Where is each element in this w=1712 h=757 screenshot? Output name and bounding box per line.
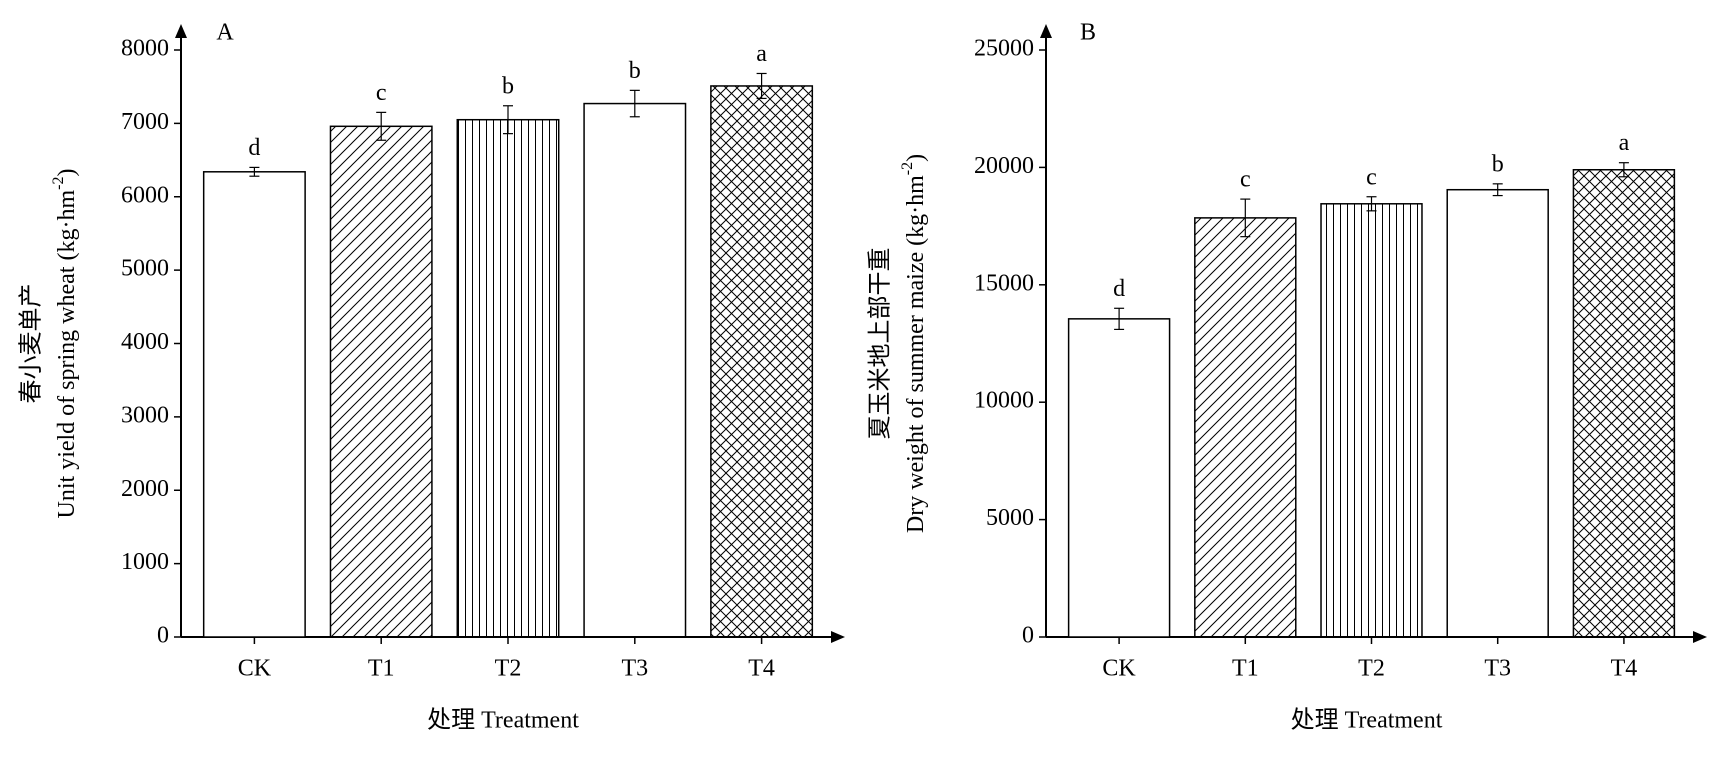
significance-letter: b	[629, 58, 641, 84]
error-bar	[1114, 307, 1125, 331]
y-tick-label: 2000	[121, 476, 169, 502]
significance-letter: b	[1492, 151, 1504, 177]
error-bar	[249, 166, 260, 177]
y-tick-label: 3000	[121, 402, 169, 428]
x-tick-label: T4	[1611, 656, 1638, 682]
error-bar	[1618, 162, 1629, 178]
y-tick-label: 4000	[121, 329, 169, 355]
y-tick-label: 0	[157, 623, 169, 649]
error-bar	[756, 72, 767, 100]
y-axis-arrow	[1040, 24, 1052, 38]
y-axis-title-en: Unit yield of spring wheat (kg·hm-2)	[50, 169, 80, 519]
x-axis-title: 处理 Treatment	[427, 707, 579, 734]
y-axis-title-end: )	[903, 154, 929, 162]
x-tick-label: CK	[238, 656, 272, 682]
x-tick-label: T3	[621, 656, 648, 682]
y-tick-label: 0	[1022, 623, 1034, 649]
x-tick-label: T2	[1358, 656, 1385, 682]
y-tick-label: 5000	[121, 256, 169, 282]
y-axis-title-text: Dry weight of summer maize (kg·hm	[903, 175, 929, 533]
bar	[1194, 217, 1297, 638]
y-tick-label: 5000	[986, 505, 1034, 531]
x-tick-label: T3	[1484, 656, 1511, 682]
bar	[1320, 203, 1423, 638]
y-tick-label: 1000	[121, 549, 169, 575]
bar	[1067, 318, 1171, 638]
error-bar	[629, 89, 640, 118]
error-bar	[1240, 198, 1251, 238]
x-axis-arrow	[1693, 631, 1707, 643]
y-tick-label: 20000	[974, 153, 1034, 179]
bar	[710, 85, 814, 638]
panel-label: A	[216, 20, 234, 46]
y-axis-title-cn: 夏玉米地上部干重	[867, 248, 894, 440]
x-axis-arrow	[831, 631, 845, 643]
error-bar	[1492, 183, 1503, 197]
significance-letter: a	[1619, 130, 1630, 156]
y-tick-label: 8000	[121, 36, 169, 62]
y-tick-label: 7000	[121, 109, 169, 135]
y-tick-label: 10000	[974, 388, 1034, 414]
error-bar	[1366, 196, 1377, 212]
y-tick-label: 6000	[121, 182, 169, 208]
error-bar	[503, 105, 513, 135]
significance-letter: b	[502, 73, 514, 99]
y-axis-title-en: Dry weight of summer maize (kg·hm-2)	[899, 154, 929, 533]
y-axis-arrow	[175, 24, 187, 38]
significance-letter: d	[1113, 276, 1125, 302]
x-tick-label: T1	[1232, 656, 1259, 682]
panel-label: B	[1080, 20, 1096, 46]
y-axis-title-cn: 春小麦单产	[18, 284, 45, 404]
significance-letter: d	[248, 135, 260, 161]
x-tick-label: T4	[748, 656, 775, 682]
significance-letter: a	[756, 41, 767, 67]
significance-letter: c	[1366, 164, 1377, 190]
error-bar	[376, 111, 387, 141]
bar	[1446, 188, 1549, 638]
y-axis-title-text: Unit yield of spring wheat (kg·hm	[54, 190, 80, 519]
y-axis-title-end: )	[54, 169, 80, 177]
bar	[583, 102, 687, 638]
significance-letter: c	[376, 80, 387, 106]
bar	[329, 125, 433, 638]
x-tick-label: T2	[495, 656, 522, 682]
y-tick-label: 25000	[974, 36, 1034, 62]
y-axis-title-sup: -2	[50, 177, 67, 190]
x-tick-label: CK	[1102, 656, 1136, 682]
bar	[456, 118, 560, 638]
x-axis-title: 处理 Treatment	[1291, 707, 1443, 734]
bar	[1572, 168, 1676, 638]
significance-letter: c	[1240, 167, 1251, 193]
x-tick-label: T1	[368, 656, 395, 682]
y-axis-title-sup: -2	[899, 162, 916, 175]
y-tick-label: 15000	[974, 270, 1034, 296]
bar	[202, 171, 306, 638]
